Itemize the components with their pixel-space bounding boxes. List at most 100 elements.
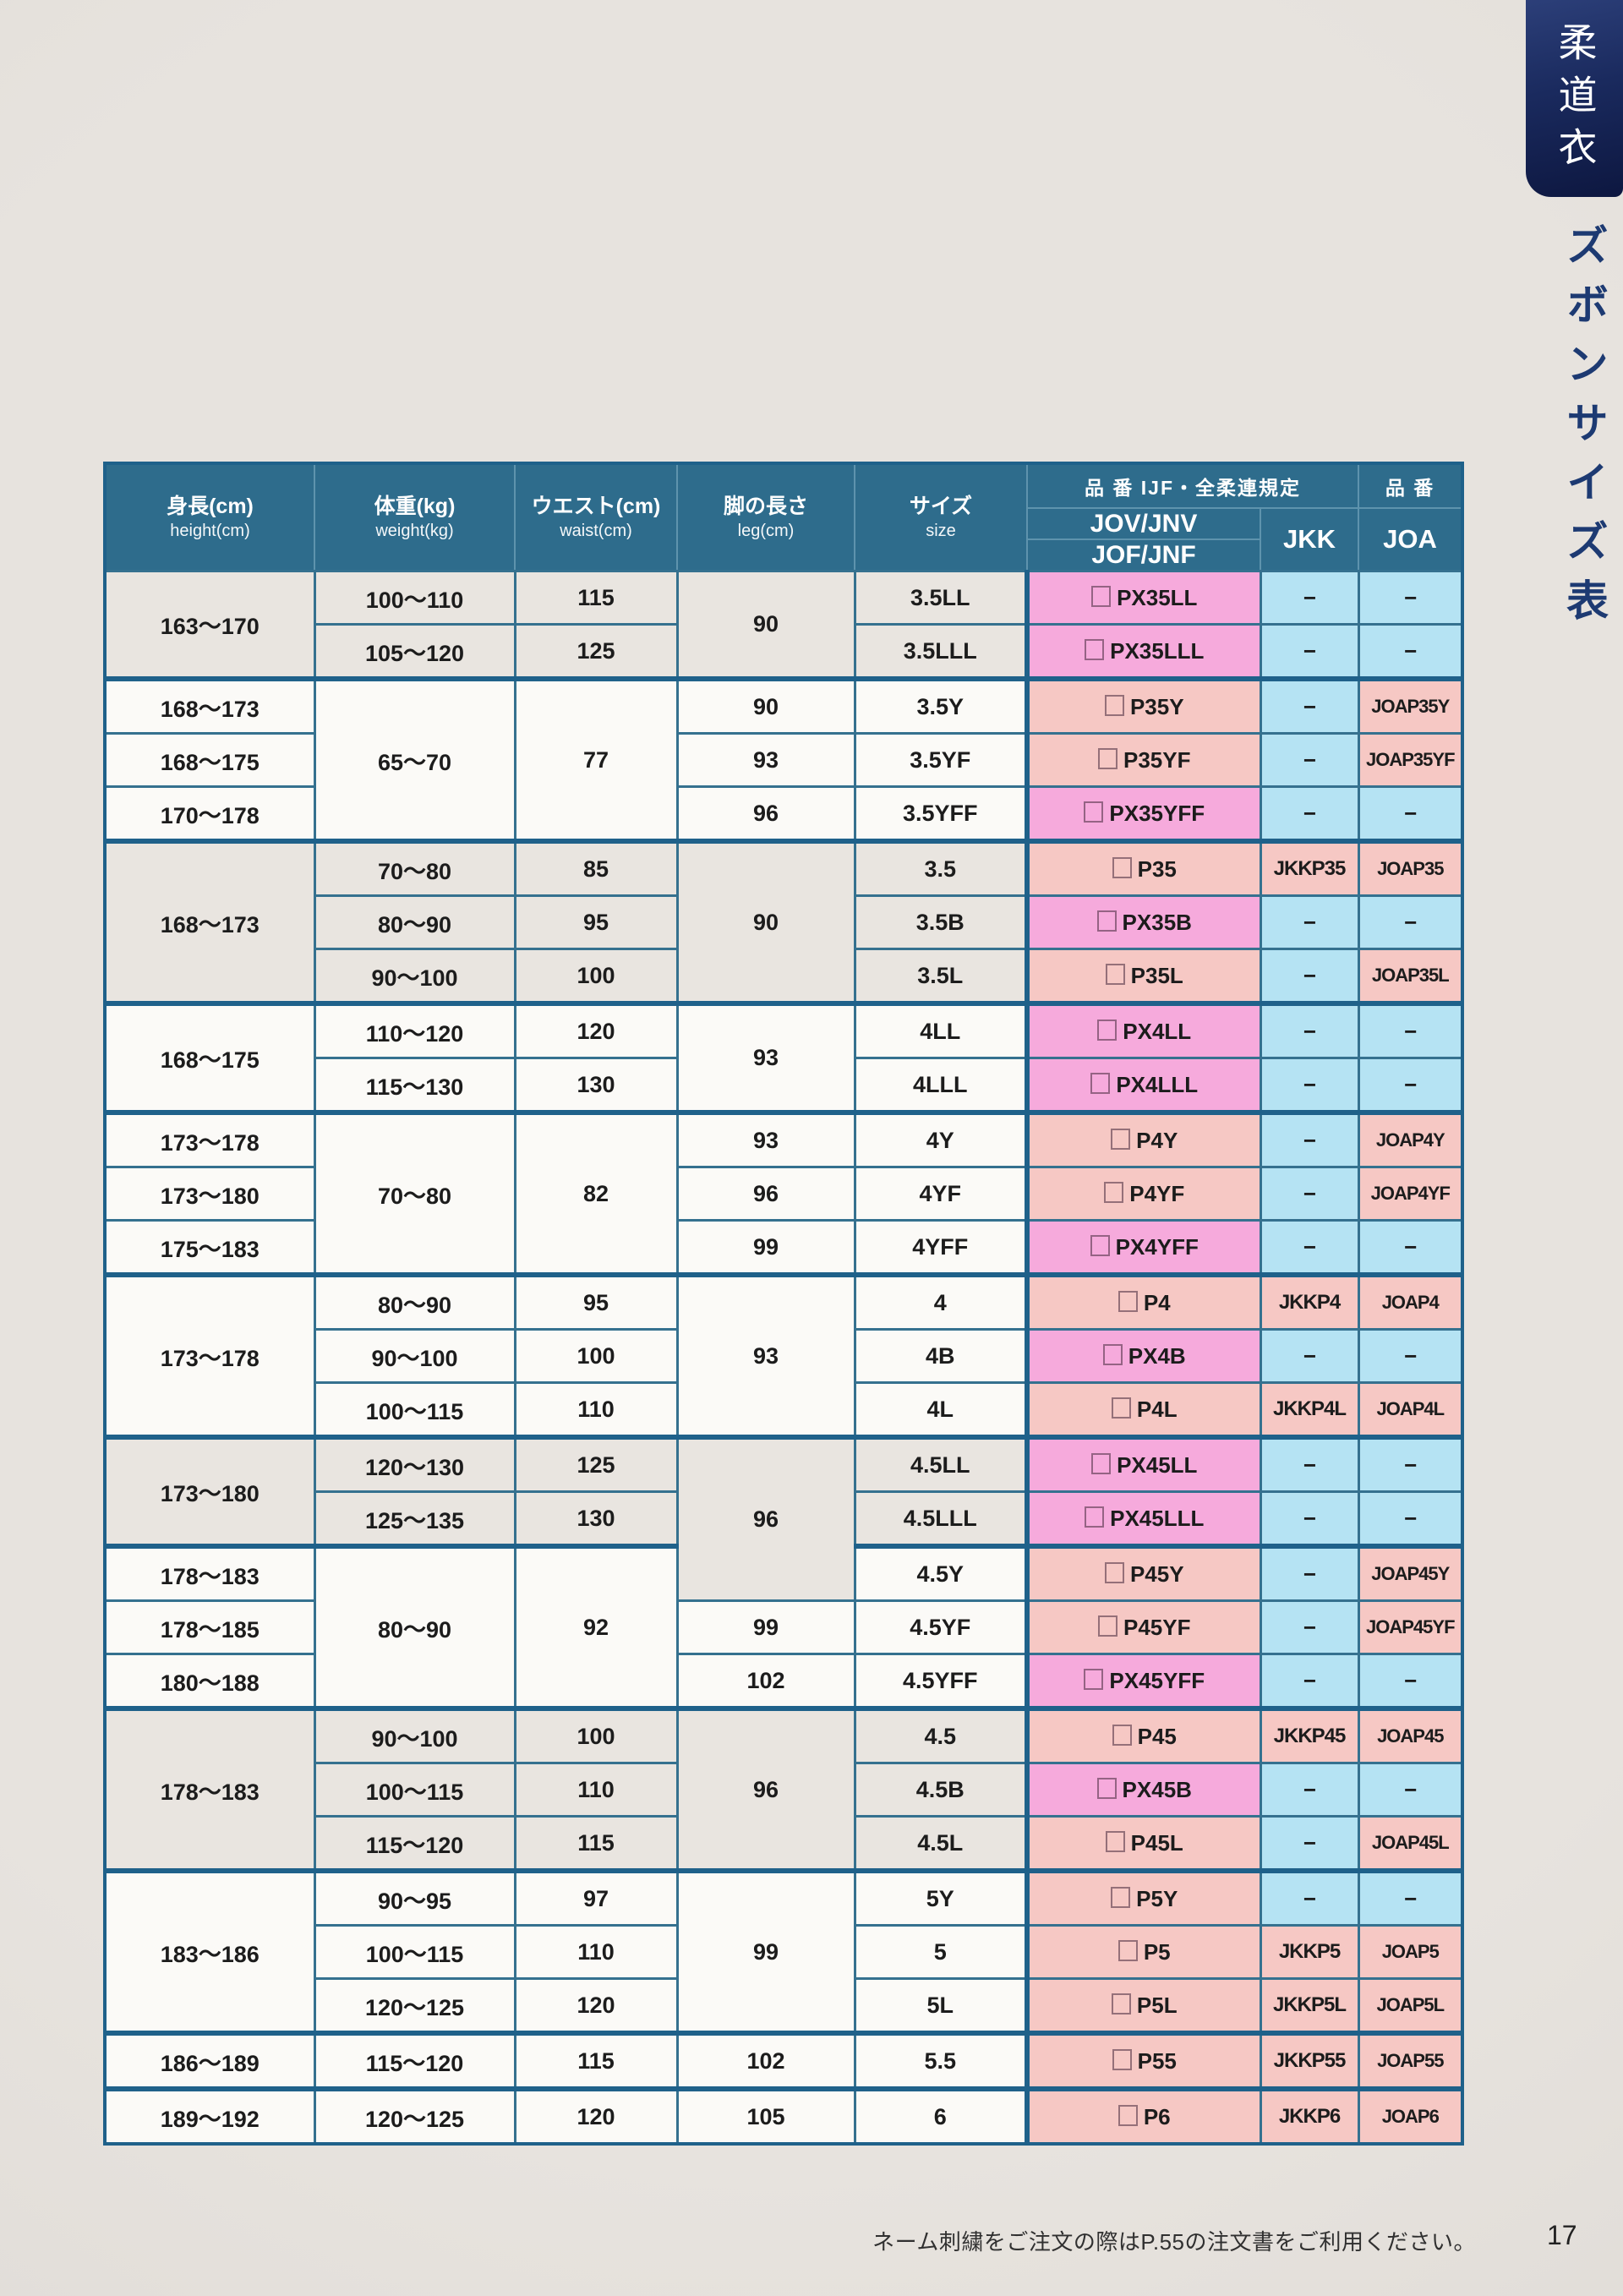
- cell-size: 4: [853, 1272, 1029, 1331]
- header-weight: 体重(kg) weight(kg): [314, 462, 516, 572]
- cell-weight: 120〜130: [313, 1435, 516, 1493]
- header-height: 身長(cm) height(cm): [104, 462, 315, 572]
- cell-weight: 65〜70: [313, 676, 516, 843]
- cell-code-joa: JOAP4L: [1357, 1381, 1464, 1439]
- cell-leg: 102: [675, 1653, 856, 1710]
- cell-waist: 100: [513, 948, 679, 1005]
- color-placeholder-box-icon: [1111, 1993, 1131, 2014]
- cell-weight: 100〜115: [313, 1762, 516, 1818]
- cell-leg: 99: [675, 1599, 856, 1655]
- cell-code-jov-jnf: PX35LLL: [1025, 623, 1262, 681]
- color-placeholder-box-icon: [1091, 585, 1112, 607]
- cell-code-joa-empty: −: [1357, 1328, 1464, 1384]
- cell-size: 5Y: [853, 1868, 1029, 1927]
- cell-code-joa: JOAP35YF: [1357, 732, 1464, 788]
- header-code-group: 品 番: [1358, 462, 1464, 509]
- header-code-group-ijf: 品 番 IJF・全柔連規定: [1025, 462, 1360, 509]
- cell-code-jov-jnf: P35Y: [1025, 676, 1262, 735]
- header-jkk: JKK: [1259, 507, 1360, 572]
- cell-size: 5.5: [853, 2031, 1029, 2091]
- cell-waist: 85: [513, 839, 679, 897]
- color-placeholder-box-icon: [1091, 1452, 1112, 1474]
- cell-code-jkk-empty: −: [1259, 732, 1360, 788]
- cell-code-joa-empty: −: [1357, 785, 1464, 843]
- cell-waist: 120: [513, 1001, 679, 1059]
- cell-size: 4.5: [853, 1706, 1029, 1764]
- cell-code-jkk-empty: −: [1259, 948, 1360, 1005]
- cell-waist: 115: [513, 1815, 679, 1872]
- cell-code-joa: JOAP35Y: [1357, 676, 1464, 735]
- cell-code-jov-jnf: P45: [1025, 1706, 1262, 1764]
- cell-waist: 120: [513, 1977, 679, 2035]
- cell-weight: 80〜90: [313, 1272, 516, 1331]
- color-placeholder-box-icon: [1090, 1234, 1110, 1256]
- cell-code-jov-jnf: PX45YFF: [1025, 1653, 1262, 1710]
- cell-code-jkk: JKKP45: [1259, 1706, 1360, 1764]
- color-placeholder-box-icon: [1084, 801, 1104, 823]
- color-placeholder-box-icon: [1111, 1397, 1131, 1419]
- cell-code-jkk: JKKP4: [1259, 1272, 1360, 1331]
- cell-code-jov-jnf: P4Y: [1025, 1110, 1262, 1168]
- cell-code-jkk-empty: −: [1259, 623, 1360, 681]
- cell-weight: 120〜125: [313, 2086, 516, 2146]
- cell-code-joa: JOAP35L: [1357, 948, 1464, 1005]
- color-placeholder-box-icon: [1104, 694, 1124, 716]
- cell-size: 4YFF: [853, 1219, 1029, 1276]
- color-placeholder-box-icon: [1104, 1561, 1124, 1583]
- cell-leg: 90: [675, 839, 856, 1005]
- cell-code-jkk-empty: −: [1259, 1328, 1360, 1384]
- cell-code-joa: JOAP4Y: [1357, 1110, 1464, 1168]
- table-row: 168〜175 110〜120 120 93 4LL PX4LL − −: [103, 1001, 1464, 1114]
- cell-code-joa-empty: −: [1357, 570, 1464, 626]
- cell-waist: 115: [513, 2031, 679, 2091]
- cell-size: 3.5: [853, 839, 1029, 897]
- header-leg-en: leg(cm): [737, 521, 795, 540]
- cell-height: 168〜175: [103, 732, 316, 788]
- cell-weight: 110〜120: [313, 1001, 516, 1059]
- table-header: 身長(cm) height(cm) 体重(kg) weight(kg) ウエスト…: [104, 462, 1464, 572]
- page-number: 17: [1547, 2220, 1577, 2250]
- cell-code-jov-jnf: P5L: [1025, 1977, 1262, 2035]
- table-row: 173〜178 70〜80 82 93 4Y P4Y − JOAP4Y: [103, 1110, 1464, 1276]
- cell-height: 175〜183: [103, 1219, 316, 1276]
- cell-weight: 115〜120: [313, 1815, 516, 1872]
- cell-size: 4.5YF: [853, 1599, 1029, 1655]
- cell-code-jov-jnf: PX35YFF: [1025, 785, 1262, 843]
- table-row: 178〜185 99 4.5YF P45YF − JOAP45YF: [103, 1599, 1464, 1655]
- color-placeholder-box-icon: [1112, 2048, 1132, 2070]
- cell-waist: 125: [513, 623, 679, 681]
- cell-size: 5: [853, 1924, 1029, 1980]
- cell-size: 4L: [853, 1381, 1029, 1439]
- cell-code-jkk-empty: −: [1259, 1490, 1360, 1548]
- cell-height: 189〜192: [103, 2086, 316, 2146]
- table-row: 80〜90 95 3.5B PX35B − −: [105, 894, 1464, 950]
- page-side-title: ズボンサイズ表: [1560, 223, 1608, 637]
- cell-code-jkk-empty: −: [1259, 1653, 1360, 1710]
- cell-size: 4.5LLL: [853, 1490, 1029, 1548]
- cell-leg: 90: [675, 676, 856, 735]
- color-placeholder-box-icon: [1111, 1128, 1131, 1150]
- cell-code-jkk-empty: −: [1259, 1868, 1360, 1927]
- cell-code-jov-jnf: PX4LL: [1025, 1001, 1262, 1059]
- cell-code-joa: JOAP4YF: [1357, 1166, 1464, 1222]
- cell-leg: 93: [675, 1272, 856, 1439]
- table-row: 90〜100 100 3.5L P35L − JOAP35L: [105, 948, 1464, 1005]
- cell-code-jkk-empty: −: [1259, 1110, 1360, 1168]
- color-placeholder-box-icon: [1098, 1615, 1118, 1637]
- cell-code-jkk: JKKP5L: [1259, 1977, 1360, 2035]
- table-row: 125〜135 130 4.5LLL PX45LLL − −: [105, 1490, 1464, 1548]
- cell-waist: 97: [513, 1868, 679, 1927]
- cell-size: 4YF: [853, 1166, 1029, 1222]
- table-row: 189〜192 120〜125 120 105 6 P6 JKKP6 JOAP6: [103, 2086, 1464, 2146]
- cell-code-joa: JOAP45L: [1357, 1815, 1464, 1872]
- header-height-en: height(cm): [170, 521, 250, 540]
- table-row: 173〜180 96 4YF P4YF − JOAP4YF: [103, 1166, 1464, 1222]
- cell-height: 168〜173: [103, 839, 316, 1005]
- cell-weight: 125〜135: [313, 1490, 516, 1548]
- cell-size: 4B: [853, 1328, 1029, 1384]
- cell-size: 4LLL: [853, 1057, 1029, 1114]
- header-waist-en: waist(cm): [560, 521, 632, 540]
- table-row: 168〜173 65〜70 77 90 3.5Y P35Y − JOAP35Y: [103, 676, 1464, 843]
- header-size-en: size: [926, 521, 956, 540]
- table-row: 186〜189 115〜120 115 102 5.5 P55 JKKP55 JOAP55: [103, 2031, 1464, 2091]
